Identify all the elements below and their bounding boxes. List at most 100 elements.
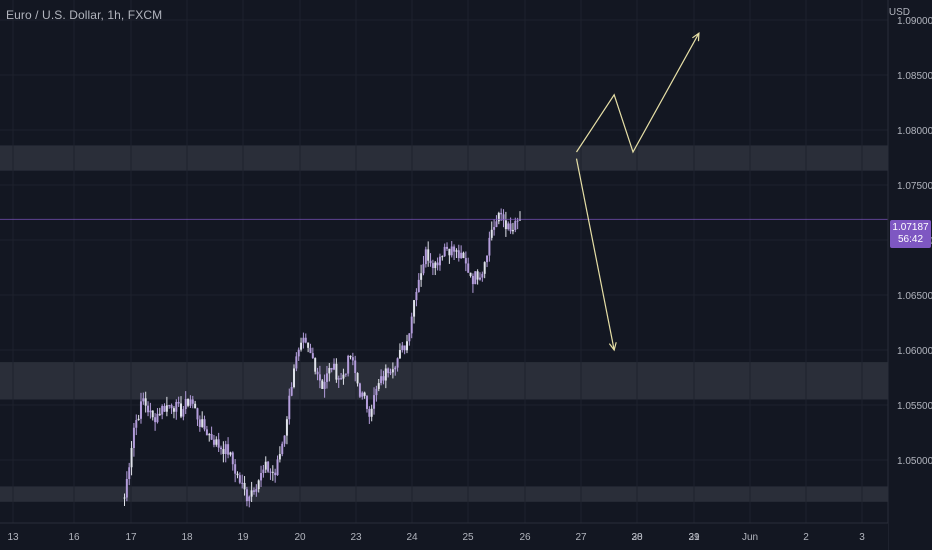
candle bbox=[486, 255, 489, 268]
candle bbox=[413, 299, 416, 324]
candle bbox=[295, 352, 298, 372]
candle-body bbox=[172, 408, 175, 412]
price-tick-label: 1.05500 bbox=[897, 401, 932, 412]
candle bbox=[363, 391, 366, 399]
candle bbox=[307, 342, 310, 353]
candle-body bbox=[300, 342, 303, 350]
candle bbox=[222, 441, 225, 463]
candle-body bbox=[328, 368, 331, 374]
candle bbox=[227, 437, 230, 459]
price-tick-label: 1.06000 bbox=[897, 346, 932, 357]
candle bbox=[311, 347, 314, 359]
candle bbox=[441, 255, 444, 261]
candle bbox=[354, 355, 357, 382]
candle-body bbox=[441, 256, 444, 258]
candle-body bbox=[135, 420, 138, 428]
candle bbox=[349, 355, 352, 360]
candle-body bbox=[297, 349, 300, 357]
candle-body bbox=[220, 447, 223, 450]
candle bbox=[406, 334, 408, 354]
zone-band-2 bbox=[0, 362, 888, 400]
candle-body bbox=[349, 355, 352, 358]
candle bbox=[276, 455, 279, 476]
candle-body bbox=[500, 212, 503, 215]
candle bbox=[389, 368, 392, 376]
candle bbox=[408, 333, 411, 346]
candle-body bbox=[398, 350, 401, 359]
candle bbox=[396, 357, 399, 372]
candle-body bbox=[413, 300, 416, 317]
candle-body bbox=[203, 419, 206, 430]
candle-body bbox=[177, 401, 180, 404]
candle bbox=[467, 257, 470, 273]
candle-body bbox=[175, 401, 178, 412]
candle-body bbox=[415, 291, 418, 301]
candle bbox=[205, 425, 208, 436]
candle-body bbox=[238, 475, 241, 483]
candle bbox=[375, 385, 378, 402]
candle-body bbox=[490, 229, 493, 238]
price-tick-label: 1.06500 bbox=[897, 291, 932, 302]
candle bbox=[403, 345, 406, 355]
candle-body bbox=[516, 220, 519, 222]
candle-body bbox=[184, 398, 187, 410]
candle bbox=[446, 242, 449, 251]
price-tick-label: 1.08500 bbox=[897, 71, 932, 82]
candle bbox=[502, 209, 505, 228]
candle bbox=[464, 251, 467, 272]
candle bbox=[514, 217, 517, 233]
candle bbox=[495, 215, 498, 228]
candle-body bbox=[438, 256, 441, 266]
candle-body bbox=[161, 406, 164, 415]
candle-body bbox=[271, 471, 274, 473]
candle bbox=[271, 465, 274, 481]
candle bbox=[342, 368, 345, 385]
candle-body bbox=[130, 447, 133, 468]
candle-body bbox=[507, 223, 510, 230]
candle bbox=[285, 416, 288, 445]
candle bbox=[147, 401, 150, 417]
candle-body bbox=[191, 399, 194, 404]
candle-body bbox=[210, 434, 213, 440]
candle-body bbox=[132, 427, 135, 448]
candle bbox=[220, 445, 223, 455]
candle bbox=[460, 245, 463, 259]
candles bbox=[123, 208, 521, 508]
candle bbox=[250, 481, 253, 503]
candle-body bbox=[519, 219, 521, 221]
candle-body bbox=[370, 408, 373, 417]
candle-body bbox=[163, 406, 166, 412]
candle bbox=[314, 357, 317, 375]
time-tick-label: 3 bbox=[859, 532, 865, 543]
candle-body bbox=[358, 383, 361, 397]
candle bbox=[158, 407, 161, 417]
candle bbox=[453, 244, 456, 260]
candle bbox=[323, 374, 326, 398]
candle-body bbox=[389, 372, 392, 374]
candle-body bbox=[128, 467, 131, 479]
candle-body bbox=[427, 249, 430, 261]
candle-body bbox=[147, 405, 150, 413]
candle bbox=[170, 403, 173, 414]
candle bbox=[511, 222, 514, 235]
candle-body bbox=[234, 464, 237, 474]
time-tick-label: 29 bbox=[688, 532, 700, 543]
candle-body bbox=[165, 405, 168, 412]
candle bbox=[462, 251, 465, 259]
candle-body bbox=[325, 373, 328, 382]
arrow-zigzag-up bbox=[575, 31, 700, 154]
candle-body bbox=[422, 264, 425, 274]
candle bbox=[429, 253, 432, 267]
candle bbox=[255, 484, 258, 497]
candle bbox=[165, 396, 168, 417]
time-tick-label: 24 bbox=[406, 532, 418, 543]
candle bbox=[132, 422, 135, 457]
candle-body bbox=[137, 418, 140, 421]
candle-body bbox=[333, 363, 336, 370]
candle-body bbox=[311, 353, 314, 359]
candle bbox=[504, 211, 507, 237]
candle-body bbox=[401, 345, 404, 351]
price-tick-label: 1.08000 bbox=[897, 126, 932, 137]
